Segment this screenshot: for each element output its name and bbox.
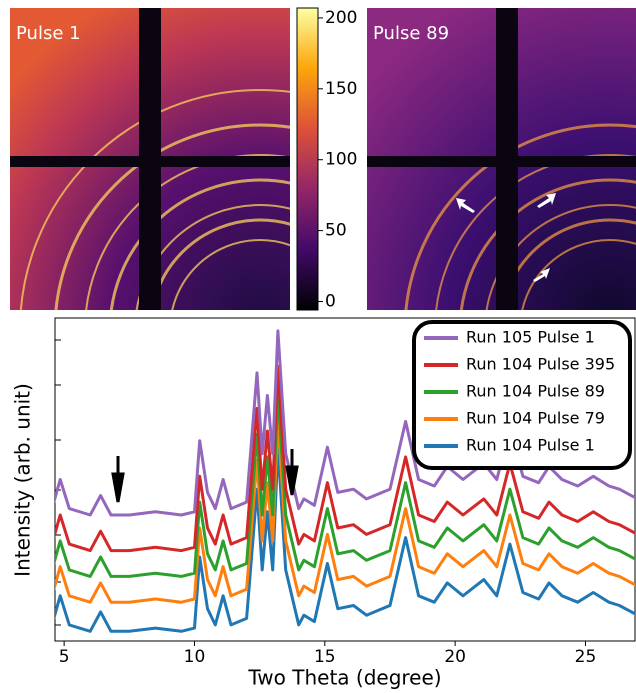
series-line — [55, 329, 635, 517]
colorbar-tick-label: 100 — [325, 150, 357, 170]
y-axis-label: Intensity (arb. unit) — [11, 383, 35, 577]
annotation-arrow — [111, 449, 299, 503]
panel-label: Pulse 1 — [16, 23, 81, 44]
x-tick-label: 10 — [184, 647, 206, 667]
legend-label: Run 104 Pulse 79 — [466, 409, 605, 428]
series-line — [55, 416, 635, 604]
colorbar-tick-label: 200 — [325, 8, 357, 28]
colorbar — [296, 7, 319, 311]
series-line — [55, 364, 635, 553]
x-axis-label: Two Theta (degree) — [247, 666, 441, 690]
x-tick-label: 25 — [575, 647, 597, 667]
legend-label: Run 104 Pulse 395 — [466, 355, 615, 374]
detector-image: Pulse 89 — [367, 8, 636, 310]
x-tick-label: 15 — [314, 647, 336, 667]
legend — [412, 320, 632, 470]
series-line — [55, 445, 635, 633]
colorbar-tick-label: 50 — [325, 221, 347, 241]
legend-label: Run 105 Pulse 1 — [466, 328, 595, 347]
legend-label: Run 104 Pulse 89 — [466, 382, 605, 401]
series-line — [55, 390, 635, 578]
colorbar-tick-label: 150 — [325, 79, 357, 99]
x-tick-label: 20 — [444, 647, 466, 667]
detector-image: Pulse 1 — [10, 8, 290, 310]
x-tick-label: 5 — [59, 647, 70, 667]
panel-label: Pulse 89 — [373, 23, 449, 44]
colorbar-tick-label: 0 — [325, 291, 336, 311]
plot-frame — [54, 317, 636, 642]
legend-label: Run 104 Pulse 1 — [466, 436, 595, 455]
